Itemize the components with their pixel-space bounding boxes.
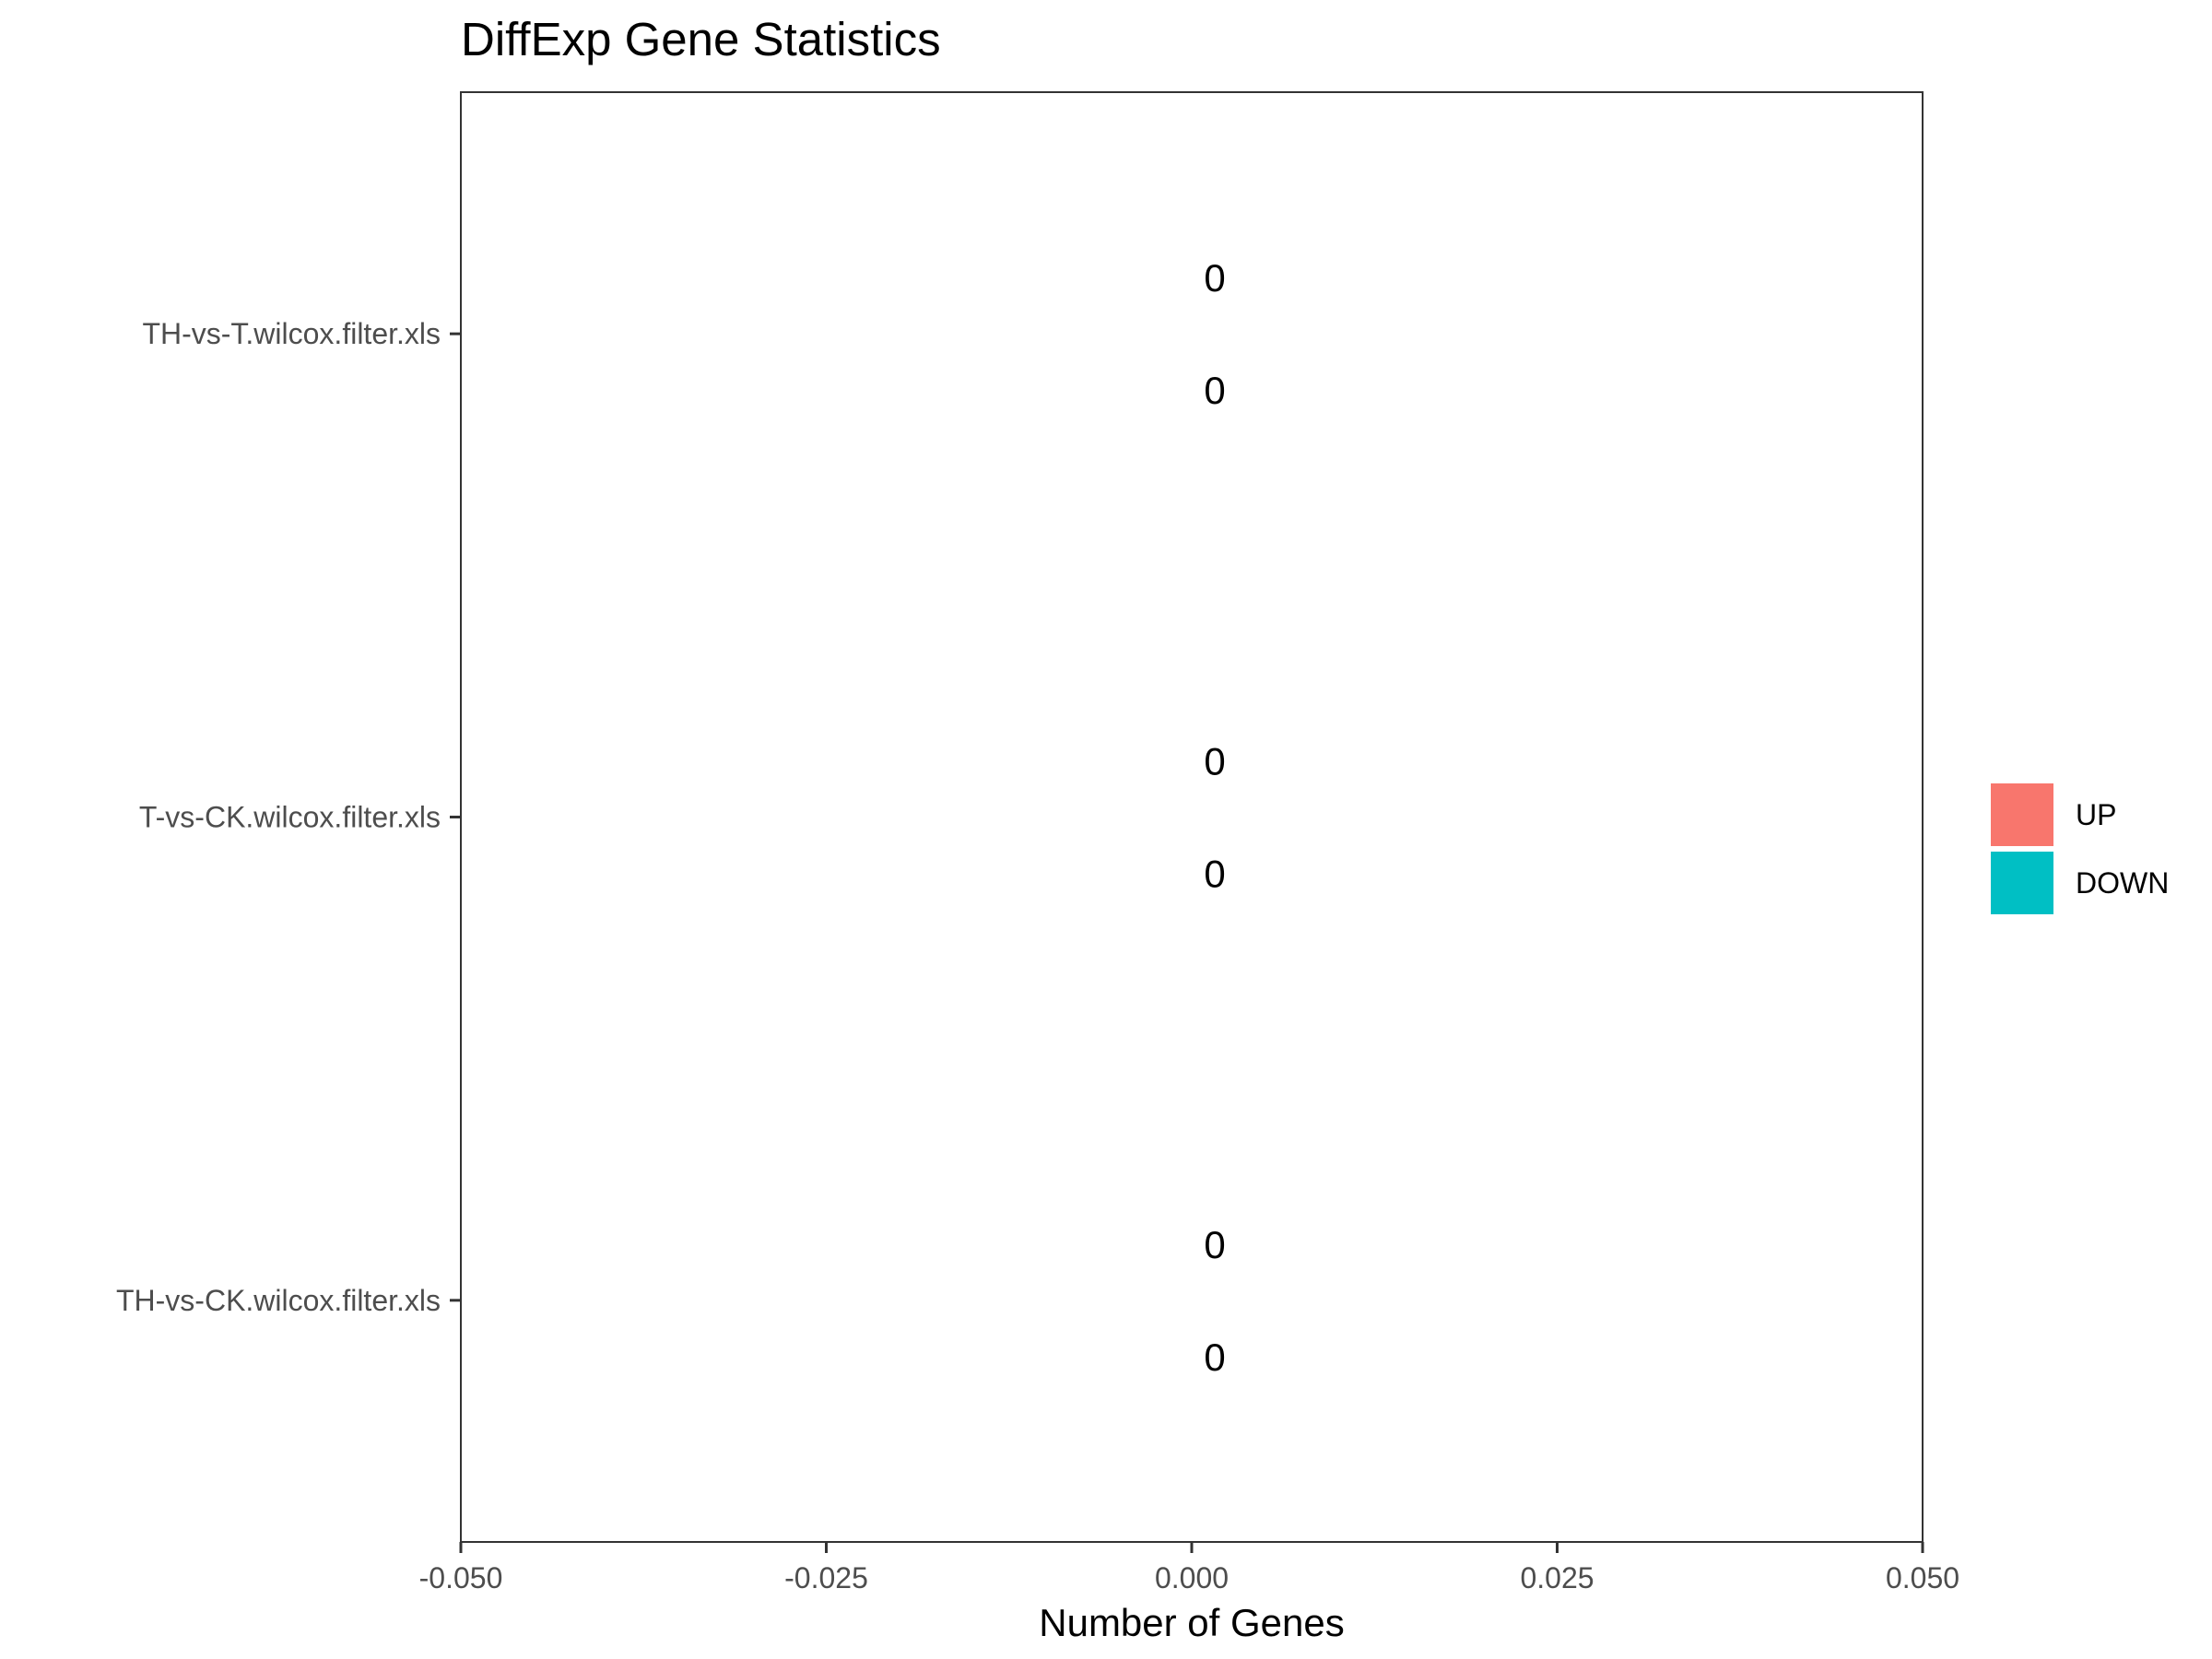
legend-label-down: DOWN xyxy=(2076,866,2169,900)
chart-title: DiffExp Gene Statistics xyxy=(461,13,941,65)
y-axis: TH-vs-T.wilcox.filter.xls T-vs-CK.wilcox.… xyxy=(116,317,461,1317)
legend-label-up: UP xyxy=(2076,798,2116,831)
x-tick-label: 0.000 xyxy=(1155,1561,1229,1594)
legend-key-down xyxy=(1991,852,2053,914)
data-label-down: 0 xyxy=(1204,369,1225,412)
legend-key-up xyxy=(1991,783,2053,846)
y-tick-label: TH-vs-CK.wilcox.filter.xls xyxy=(116,1284,441,1317)
data-label-down: 0 xyxy=(1204,853,1225,896)
data-label-down: 0 xyxy=(1204,1335,1225,1379)
y-tick-label: TH-vs-T.wilcox.filter.xls xyxy=(142,317,441,350)
x-axis: -0.050 -0.025 0.000 0.025 0.050 xyxy=(419,1542,1959,1594)
data-labels: 0 0 0 0 0 0 xyxy=(1204,256,1225,1379)
x-axis-title: Number of Genes xyxy=(1039,1601,1345,1644)
plot-panel xyxy=(460,91,1924,1543)
data-label-up: 0 xyxy=(1204,740,1225,783)
data-label-up: 0 xyxy=(1204,256,1225,300)
x-tick-label: 0.025 xyxy=(1520,1561,1594,1594)
x-tick-label: -0.025 xyxy=(784,1561,868,1594)
x-tick-label: 0.050 xyxy=(1886,1561,1959,1594)
x-tick-label: -0.050 xyxy=(419,1561,503,1594)
data-label-up: 0 xyxy=(1204,1223,1225,1266)
legend: UP DOWN xyxy=(1991,783,2169,914)
y-tick-label: T-vs-CK.wilcox.filter.xls xyxy=(139,801,441,834)
